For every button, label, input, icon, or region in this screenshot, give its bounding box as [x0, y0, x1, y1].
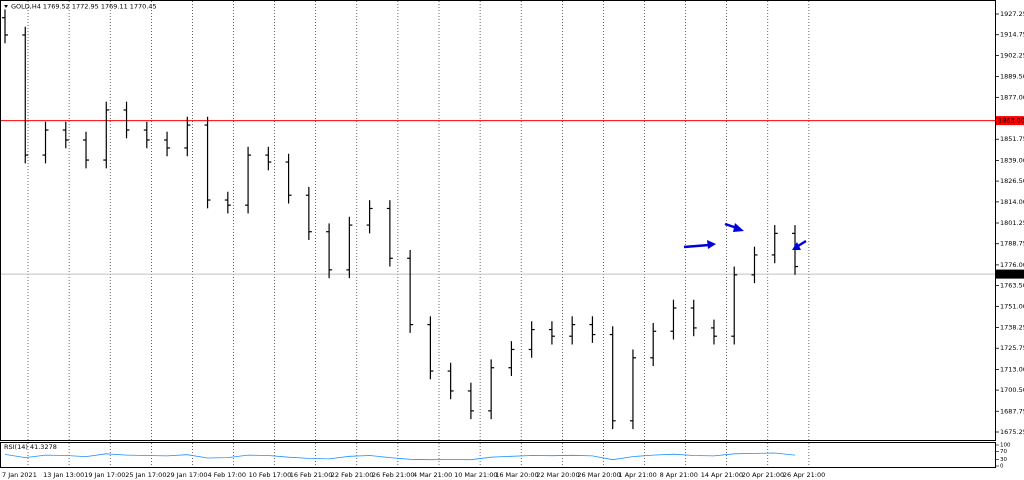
rsi-tick-label: 30 — [1000, 457, 1007, 463]
y-tick-label: 1713.00 — [1000, 365, 1024, 373]
y-tick-label: 1889.50 — [1000, 73, 1024, 81]
arrow — [683, 243, 710, 249]
y-tick-label: 1902.25 — [1000, 51, 1024, 59]
rsi-panel-frame — [0, 442, 996, 468]
arrow-head — [707, 240, 716, 249]
chart-title: GOLD,H4 1769.52 1772.95 1769.11 1770.45 — [11, 3, 157, 11]
level-label-bg — [996, 116, 1024, 126]
y-tick-label: 1927.25 — [1000, 10, 1024, 18]
x-tick-label: 7 Jan 2021 — [2, 471, 37, 479]
x-tick-label: 20 Apr 21:00 — [742, 471, 784, 479]
y-tick-label: 1776.00 — [1000, 261, 1024, 269]
y-tick-label: 1839.00 — [1000, 156, 1024, 164]
y-tick-label: 1914.75 — [1000, 31, 1024, 39]
x-tick-label: 26 Apr 21:00 — [783, 471, 825, 479]
rsi-tick-label: 0 — [1000, 464, 1004, 470]
arrow — [797, 239, 807, 248]
x-tick-label: 16 Feb 21:00 — [290, 471, 333, 479]
y-tick-label: 1788.75 — [1000, 240, 1024, 248]
y-tick-label: 1801.25 — [1000, 219, 1024, 227]
y-tick-label: 1725.75 — [1000, 344, 1024, 352]
y-tick-label: 1814.00 — [1000, 198, 1024, 206]
x-tick-label: 10 Mar 21:00 — [454, 471, 497, 479]
rsi-line — [4, 452, 796, 461]
menu-triangle[interactable] — [4, 5, 8, 8]
x-tick-label: 19 Jan 17:00 — [84, 471, 125, 479]
rsi-tick-label: 100 — [1000, 443, 1011, 449]
level-label: 1863.00 — [998, 117, 1024, 125]
level-label-bg — [996, 269, 1024, 279]
x-tick-label: 22 Mar 20:00 — [536, 471, 579, 479]
main-panel-frame — [0, 0, 996, 441]
y-tick-label: 1700.50 — [1000, 386, 1024, 394]
x-tick-label: 8 Apr 21:00 — [660, 471, 698, 479]
x-tick-label: 13 Jan 13:00 — [43, 471, 84, 479]
y-tick-label: 1687.75 — [1000, 407, 1024, 415]
x-tick-label: 29 Jan 17:00 — [166, 471, 207, 479]
annotation-arrows — [683, 222, 807, 250]
x-tick-label: 16 Mar 20:00 — [495, 471, 538, 479]
x-tick-label: 4 Feb 17:00 — [208, 471, 247, 479]
x-tick-label: 10 Feb 17:00 — [249, 471, 292, 479]
x-tick-label: 26 Feb 21:00 — [372, 471, 415, 479]
x-tick-label: 14 Apr 21:00 — [701, 471, 743, 479]
rsi-title: RSI(14) 41.3278 — [4, 443, 57, 451]
x-tick-label: 25 Jan 17:00 — [125, 471, 166, 479]
x-tick-label: 4 Mar 21:00 — [413, 471, 452, 479]
y-tick-label: 1763.50 — [1000, 282, 1024, 290]
y-tick-label: 1826.50 — [1000, 177, 1024, 185]
x-tick-label: 22 Feb 21:00 — [331, 471, 374, 479]
x-tick-label: 1 Apr 21:00 — [619, 471, 657, 479]
arrow-head — [733, 223, 744, 232]
level-label: 1770.45 — [998, 270, 1024, 278]
y-tick-label: 1751.00 — [1000, 302, 1024, 310]
y-tick-label: 1851.75 — [1000, 135, 1024, 143]
y-tick-label: 1738.25 — [1000, 324, 1024, 332]
y-tick-label: 1675.25 — [1000, 428, 1024, 436]
rsi-tick-label: 70 — [1000, 449, 1007, 455]
y-tick-label: 1877.00 — [1000, 93, 1024, 101]
arrow-head — [792, 242, 801, 250]
x-tick-label: 26 Mar 20:00 — [577, 471, 620, 479]
